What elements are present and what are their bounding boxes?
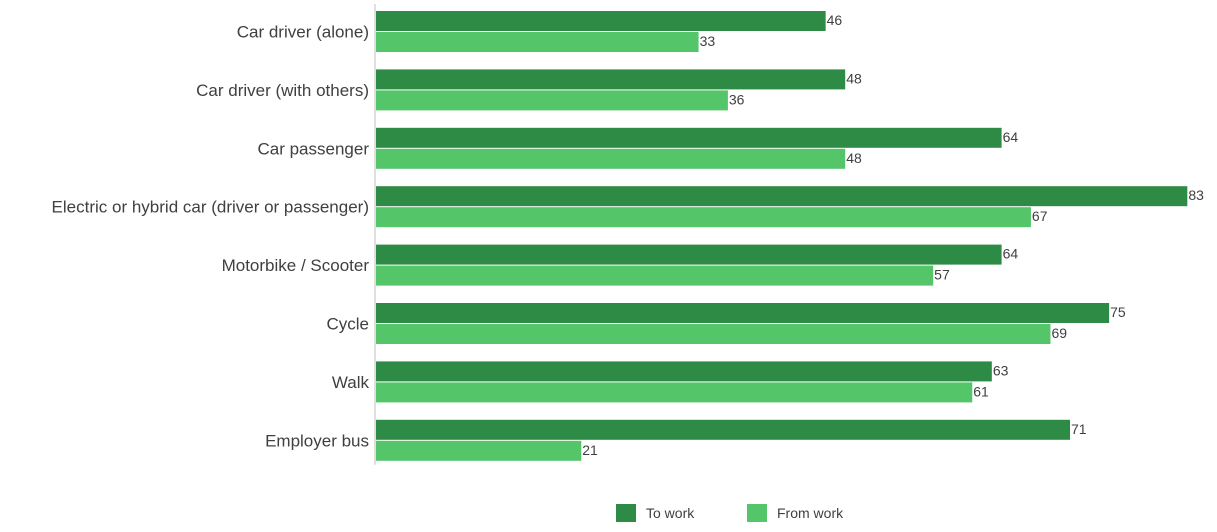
data-label: 64 bbox=[1003, 246, 1019, 262]
bar-to-work bbox=[376, 244, 1002, 265]
bar-from-work bbox=[376, 32, 699, 52]
bar-to-work bbox=[376, 11, 826, 31]
bar-to-work bbox=[376, 361, 992, 382]
category-label: Car driver (alone) bbox=[237, 23, 369, 42]
legend-label: From work bbox=[777, 505, 844, 521]
data-label: 67 bbox=[1032, 208, 1048, 224]
bar-from-work bbox=[376, 324, 1051, 344]
data-label: 46 bbox=[827, 12, 843, 28]
category-label: Motorbike / Scooter bbox=[222, 256, 370, 275]
bar-to-work bbox=[376, 419, 1071, 440]
category-label: Car driver (with others) bbox=[196, 81, 369, 100]
data-label: 63 bbox=[993, 362, 1009, 378]
data-label: 64 bbox=[1003, 129, 1019, 145]
category-label: Cycle bbox=[326, 315, 369, 334]
data-label: 21 bbox=[582, 442, 598, 458]
data-label: 61 bbox=[973, 383, 989, 399]
bar-from-work bbox=[376, 265, 934, 286]
bar-from-work bbox=[376, 440, 582, 461]
data-label: 36 bbox=[729, 91, 745, 107]
data-label: 48 bbox=[846, 150, 862, 166]
category-label: Electric or hybrid car (driver or passen… bbox=[52, 198, 369, 217]
data-label: 75 bbox=[1110, 304, 1126, 320]
legend-swatch bbox=[616, 504, 636, 522]
data-label: 69 bbox=[1051, 325, 1067, 341]
data-label: 83 bbox=[1188, 187, 1204, 203]
category-label: Walk bbox=[332, 373, 370, 392]
bar-to-work bbox=[376, 69, 846, 90]
data-label: 57 bbox=[934, 267, 950, 283]
data-label: 48 bbox=[846, 70, 862, 86]
bar-to-work bbox=[376, 186, 1188, 207]
bar-from-work bbox=[376, 90, 728, 111]
data-label: 71 bbox=[1071, 421, 1087, 437]
bar-from-work bbox=[376, 382, 973, 403]
legend-label: To work bbox=[646, 505, 695, 521]
bar-from-work bbox=[376, 207, 1031, 228]
category-label: Employer bus bbox=[265, 431, 369, 450]
data-label: 33 bbox=[700, 33, 716, 49]
category-label: Car passenger bbox=[257, 139, 369, 158]
legend-swatch bbox=[747, 504, 767, 522]
bar-to-work bbox=[376, 303, 1110, 323]
bar-to-work bbox=[376, 127, 1002, 148]
bar-from-work bbox=[376, 148, 846, 169]
